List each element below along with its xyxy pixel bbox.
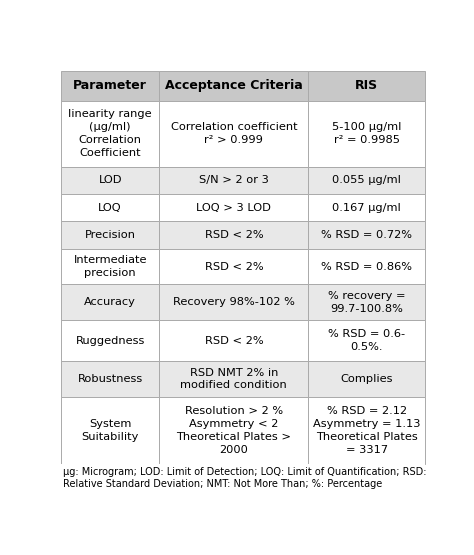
Bar	[309, 397, 425, 465]
Bar	[61, 249, 159, 285]
Bar	[159, 285, 309, 320]
Text: Parameter: Parameter	[73, 79, 147, 92]
Bar	[309, 221, 425, 249]
Text: Robustness: Robustness	[78, 374, 143, 384]
Bar	[61, 221, 159, 249]
Bar	[159, 221, 309, 249]
Text: Accuracy: Accuracy	[84, 297, 136, 307]
Bar	[61, 320, 159, 361]
Bar	[309, 166, 425, 194]
Bar	[61, 285, 159, 320]
Text: RSD NMT 2% in
modified condition: RSD NMT 2% in modified condition	[181, 367, 287, 390]
Bar	[61, 397, 159, 465]
Text: LOQ: LOQ	[99, 203, 122, 213]
Text: System
Suitability: System Suitability	[82, 419, 139, 442]
Bar	[61, 465, 425, 492]
Bar	[309, 361, 425, 397]
Text: Intermediate
precision: Intermediate precision	[73, 255, 147, 278]
Bar	[159, 194, 309, 221]
Text: Recovery 98%-102 %: Recovery 98%-102 %	[173, 297, 295, 307]
Bar	[159, 166, 309, 194]
Text: % RSD = 2.12
Asymmetry = 1.13
Theoretical Plates
= 3317: % RSD = 2.12 Asymmetry = 1.13 Theoretica…	[313, 406, 420, 455]
Bar	[309, 320, 425, 361]
Text: S/N > 2 or 3: S/N > 2 or 3	[199, 175, 269, 185]
Text: Resolution > 2 %
Asymmetry < 2
Theoretical Plates >
2000: Resolution > 2 % Asymmetry < 2 Theoretic…	[176, 406, 292, 455]
Bar	[61, 361, 159, 397]
Text: 0.055 μg/ml: 0.055 μg/ml	[332, 175, 401, 185]
Text: LOQ > 3 LOD: LOQ > 3 LOD	[196, 203, 271, 213]
Bar	[159, 361, 309, 397]
Text: 5-100 μg/ml
r² = 0.9985: 5-100 μg/ml r² = 0.9985	[332, 122, 401, 145]
Bar	[309, 249, 425, 285]
Bar	[309, 285, 425, 320]
Text: RSD < 2%: RSD < 2%	[204, 230, 263, 240]
Bar	[159, 397, 309, 465]
Text: Correlation coefficient
r² > 0.999: Correlation coefficient r² > 0.999	[171, 122, 297, 145]
Bar	[309, 194, 425, 221]
Text: μg: Microgram; LOD: Limit of Detection; LOQ: Limit of Quantification; RSD:
Relat: μg: Microgram; LOD: Limit of Detection; …	[63, 467, 427, 490]
Bar	[61, 100, 159, 166]
Text: LOD: LOD	[99, 175, 122, 185]
Bar	[61, 71, 159, 100]
Text: Ruggedness: Ruggedness	[75, 336, 145, 346]
Text: RSD < 2%: RSD < 2%	[204, 262, 263, 272]
Text: % recovery =
99.7-100.8%: % recovery = 99.7-100.8%	[328, 291, 405, 314]
Text: linearity range
(μg/ml)
Correlation
Coefficient: linearity range (μg/ml) Correlation Coef…	[68, 109, 152, 158]
Bar	[309, 71, 425, 100]
Bar	[61, 166, 159, 194]
Text: Precision: Precision	[85, 230, 136, 240]
Bar	[159, 249, 309, 285]
Bar	[159, 320, 309, 361]
Bar	[309, 100, 425, 166]
Bar	[159, 71, 309, 100]
Text: % RSD = 0.72%: % RSD = 0.72%	[321, 230, 412, 240]
Text: % RSD = 0.6-
0.5%.: % RSD = 0.6- 0.5%.	[328, 329, 405, 352]
Bar	[61, 194, 159, 221]
Text: RIS: RIS	[355, 79, 378, 92]
Text: Complies: Complies	[340, 374, 393, 384]
Text: % RSD = 0.86%: % RSD = 0.86%	[321, 262, 412, 272]
Text: 0.167 μg/ml: 0.167 μg/ml	[332, 203, 401, 213]
Bar	[159, 100, 309, 166]
Text: RSD < 2%: RSD < 2%	[204, 336, 263, 346]
Text: Acceptance Criteria: Acceptance Criteria	[165, 79, 303, 92]
